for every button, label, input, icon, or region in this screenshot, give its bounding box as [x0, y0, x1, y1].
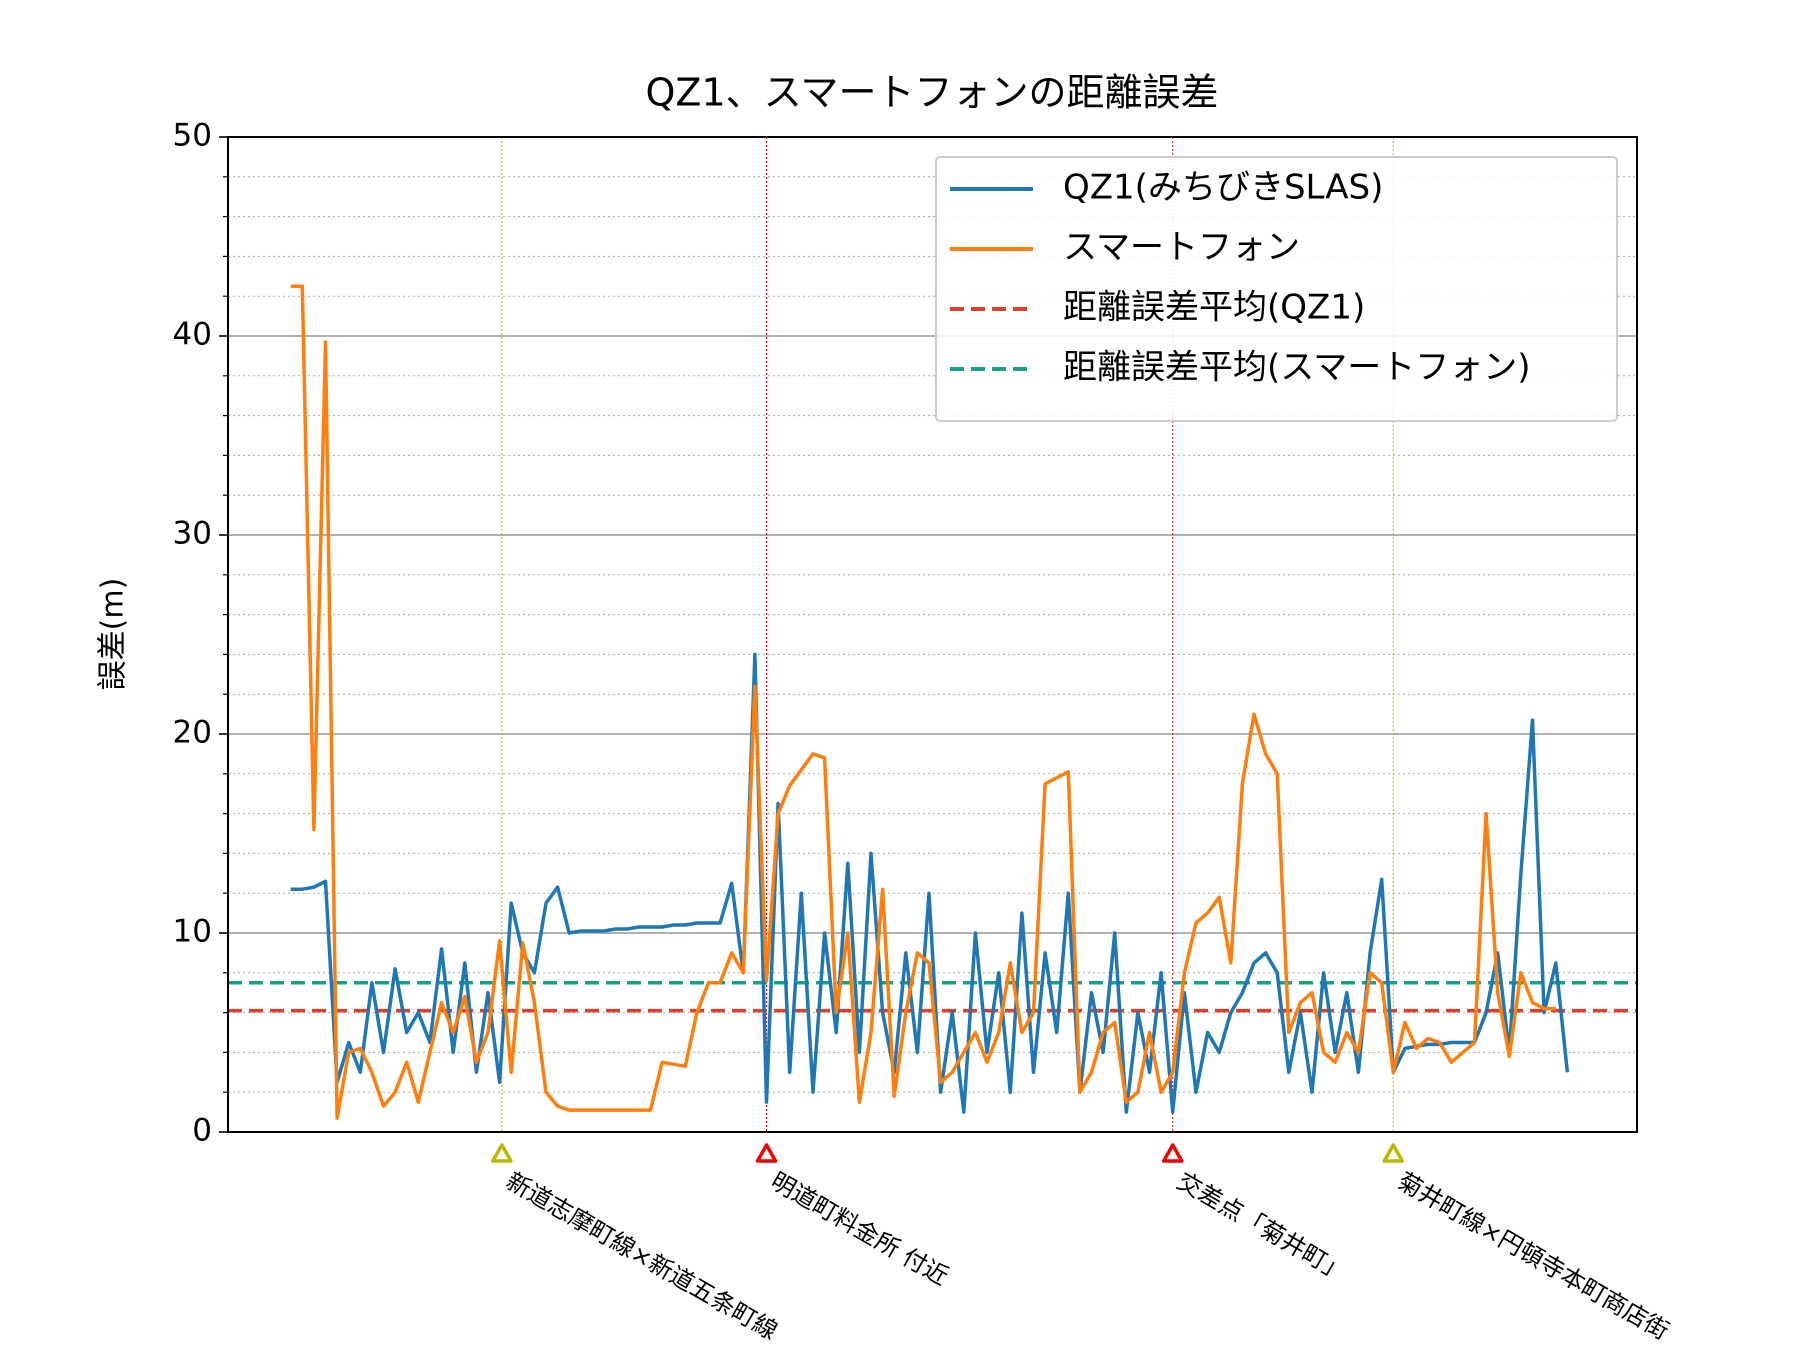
annotation-marker	[1382, 1143, 1405, 1163]
legend-label: スマートフォン	[1063, 228, 1300, 268]
y-tick-label: 50	[173, 118, 212, 154]
y-tick-label: 20	[173, 715, 212, 751]
legend-label: QZ1(みちびきSLAS)	[1063, 168, 1383, 208]
series-line	[290, 284, 1556, 1120]
y-tick-label: 10	[173, 914, 212, 950]
legend-label: 距離誤差平均(QZ1)	[1063, 288, 1365, 328]
annotation-marker	[755, 1143, 778, 1163]
legend-label: 距離誤差平均(スマートフォン)	[1063, 348, 1531, 388]
y-tick-label: 0	[192, 1113, 212, 1149]
y-tick-label: 30	[173, 516, 212, 552]
chart-title: QZ1、スマートフォンの距離誤差	[646, 71, 1219, 115]
annotation-marker	[491, 1143, 513, 1163]
y-tick-label: 40	[173, 317, 212, 353]
legend-box	[935, 156, 1618, 422]
plot-frame	[227, 136, 1638, 1133]
y-axis-label: 誤差(m)	[96, 578, 131, 691]
annotation-marker	[1162, 1143, 1184, 1163]
